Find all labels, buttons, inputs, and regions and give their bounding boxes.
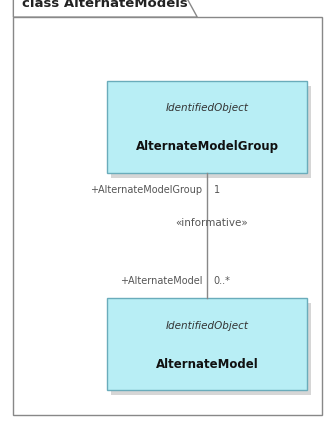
Text: 1: 1	[214, 184, 220, 195]
Bar	[107, 298, 307, 390]
Text: 0..*: 0..*	[214, 276, 231, 286]
Bar	[111, 303, 311, 395]
Bar	[111, 86, 311, 178]
Bar	[107, 81, 307, 173]
Text: «informative»: «informative»	[176, 218, 248, 227]
Text: IdentifiedObject: IdentifiedObject	[166, 321, 248, 331]
Text: class AlternateModels: class AlternateModels	[22, 0, 187, 10]
Text: AlternateModel: AlternateModel	[156, 358, 259, 371]
Text: +AlternateModel: +AlternateModel	[120, 276, 202, 286]
Text: AlternateModelGroup: AlternateModelGroup	[136, 141, 279, 153]
Polygon shape	[13, 0, 197, 17]
Text: +AlternateModelGroup: +AlternateModelGroup	[90, 184, 202, 195]
Text: IdentifiedObject: IdentifiedObject	[166, 104, 248, 113]
